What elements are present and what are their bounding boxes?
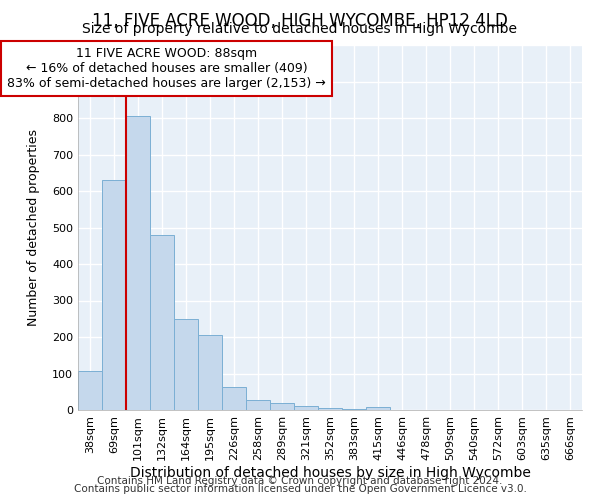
Text: 11, FIVE ACRE WOOD, HIGH WYCOMBE, HP12 4LD: 11, FIVE ACRE WOOD, HIGH WYCOMBE, HP12 4…: [92, 12, 508, 30]
X-axis label: Distribution of detached houses by size in High Wycombe: Distribution of detached houses by size …: [130, 466, 530, 479]
Bar: [366, 407, 390, 410]
Y-axis label: Number of detached properties: Number of detached properties: [26, 129, 40, 326]
Bar: [174, 319, 198, 410]
Bar: [246, 400, 270, 410]
Bar: [126, 116, 150, 410]
Bar: [150, 235, 174, 410]
Bar: [198, 335, 222, 410]
Text: Contains public sector information licensed under the Open Government Licence v3: Contains public sector information licen…: [74, 484, 526, 494]
Bar: [102, 180, 126, 410]
Text: 11 FIVE ACRE WOOD: 88sqm
← 16% of detached houses are smaller (409)
83% of semi-: 11 FIVE ACRE WOOD: 88sqm ← 16% of detach…: [7, 47, 326, 90]
Bar: [270, 404, 294, 410]
Bar: [222, 388, 246, 410]
Text: Contains HM Land Registry data © Crown copyright and database right 2024.: Contains HM Land Registry data © Crown c…: [97, 476, 503, 486]
Bar: [294, 406, 318, 410]
Text: Size of property relative to detached houses in High Wycombe: Size of property relative to detached ho…: [83, 22, 517, 36]
Bar: [78, 370, 102, 410]
Bar: [318, 408, 342, 410]
